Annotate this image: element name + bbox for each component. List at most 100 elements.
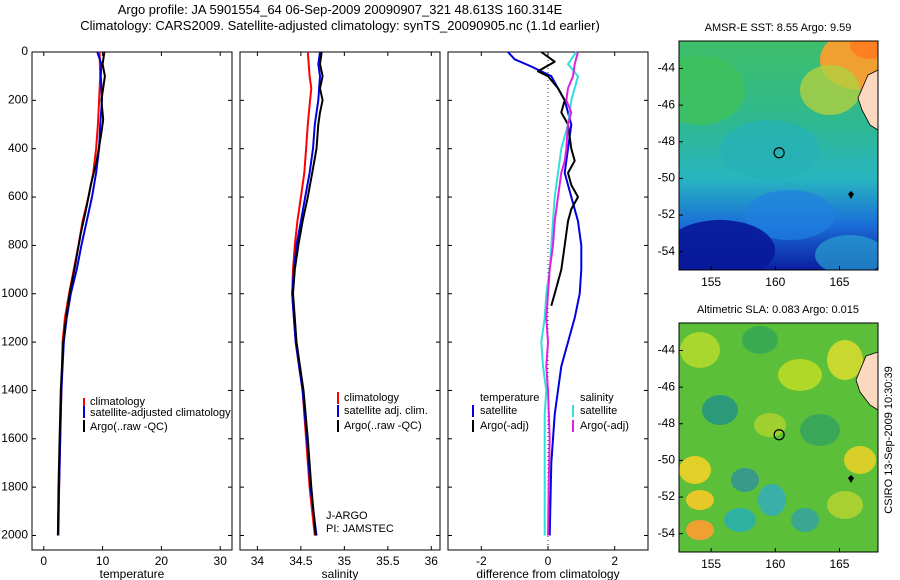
map-x-tick-label: 160 <box>765 557 785 571</box>
sla-blob <box>680 332 720 368</box>
x-tick-label: 34 <box>251 554 265 568</box>
sst-warm-corner-core <box>850 41 878 59</box>
y-tick-label: 1600 <box>1 431 28 445</box>
x-tick-label: 0 <box>545 554 552 568</box>
map-x-tick-label: 160 <box>765 275 785 289</box>
map-y-tick-label: -48 <box>658 416 676 430</box>
map-y-tick-label: -50 <box>658 171 676 185</box>
legend-label-climatology: climatology <box>344 392 400 404</box>
map-y-tick-label: -46 <box>658 379 676 393</box>
map-y-tick-label: -46 <box>658 97 676 111</box>
temperature-legend: climatology satellite-adjusted climatolo… <box>83 396 231 433</box>
x-tick-label: 35.5 <box>376 554 400 568</box>
annotation-program: J-ARGO <box>326 510 368 522</box>
series-line-argo <box>292 51 324 536</box>
sla-blob <box>827 491 863 519</box>
sst-map-panel: AMSR-E SST: 8.55 Argo: 9.59 155 160 165 -44… <box>658 22 879 289</box>
sla-island <box>848 475 854 483</box>
sla-blob <box>844 446 876 474</box>
x-tick-label: 36 <box>425 554 439 568</box>
temperature-plot-frame <box>31 51 233 551</box>
sla-blob <box>731 468 759 492</box>
sst-argo-marker <box>773 147 785 159</box>
map-x-tick-label: 155 <box>701 557 721 571</box>
sla-blob <box>686 520 714 540</box>
sst-yellow-patch <box>800 65 860 115</box>
map-y-tick-label: -52 <box>658 207 676 221</box>
figure-title-line2: Climatology: CARS2009. Satellite-adjuste… <box>80 18 600 33</box>
sla-map-panel: Altimetric SLA: 0.083 Argo: 0.015 155 160… <box>658 304 879 571</box>
sst-warm-patch <box>679 55 745 125</box>
x-tick-label: -2 <box>476 554 487 568</box>
series-line-argo <box>537 51 579 307</box>
x-tick-label: 2 <box>611 554 618 568</box>
legend-label-argo: Argo(..raw -QC) <box>90 421 168 433</box>
sst-cool-corner <box>815 235 878 270</box>
sla-blob <box>800 414 840 446</box>
sst-map-field <box>679 41 878 270</box>
sla-blob <box>724 508 756 532</box>
sla-blob <box>686 490 714 510</box>
sla-blob <box>758 484 786 516</box>
figure-title-line1: Argo profile: JA 5901554_64 06-Sep-2009 … <box>117 2 563 17</box>
x-tick-label: 34.5 <box>289 554 313 568</box>
salinity-plot-frame <box>239 51 441 551</box>
map-y-tick-label: -54 <box>658 244 676 258</box>
y-tick-label: 1400 <box>1 383 28 397</box>
legend-label-climatology: climatology <box>90 396 146 408</box>
x-tick-label: 35 <box>338 554 352 568</box>
legend-label-argo: Argo(..raw -QC) <box>344 420 422 432</box>
sla-blob <box>679 456 711 484</box>
y-tick-label: 1200 <box>1 334 28 348</box>
y-tick-label: 400 <box>8 141 28 155</box>
map-y-tick-label: -50 <box>658 453 676 467</box>
sla-blob <box>827 340 863 380</box>
map-x-tick-label: 165 <box>829 275 849 289</box>
x-tick-label: 0 <box>40 554 47 568</box>
legend-label-sal-argo: Argo(-adj) <box>580 420 629 432</box>
sla-blob <box>791 508 819 532</box>
legend-label-temp-satellite: satellite <box>480 405 517 417</box>
annotation-pi: PI: JAMSTEC <box>326 523 394 535</box>
map-x-tick-label: 155 <box>701 275 721 289</box>
legend-label-satellite: satellite-adjusted climatology <box>90 407 231 419</box>
series-line-satellite <box>507 51 583 536</box>
legend-heading-temperature: temperature <box>480 392 539 404</box>
salinity-legend: climatology satellite adj. clim. Argo(..… <box>326 392 428 535</box>
sst-map-title: AMSR-E SST: 8.55 Argo: 9.59 <box>705 22 852 34</box>
y-tick-label: 800 <box>8 238 28 252</box>
sla-blob <box>742 326 778 354</box>
map-y-tick-label: -48 <box>658 134 676 148</box>
map-y-tick-label: -54 <box>658 526 676 540</box>
difference-legend: temperature satellite Argo(-adj) salinit… <box>472 392 629 432</box>
map-y-tick-label: -44 <box>658 61 676 75</box>
sla-map-frame <box>678 322 879 553</box>
map-y-tick-label: -52 <box>658 489 676 503</box>
sla-map-field <box>679 323 878 552</box>
x-tick-label: 30 <box>214 554 228 568</box>
y-tick-label: 1000 <box>1 286 28 300</box>
sst-map-frame <box>678 40 879 271</box>
legend-heading-salinity: salinity <box>580 392 614 404</box>
y-tick-label: 200 <box>8 93 28 107</box>
sst-cold-patch <box>745 190 835 240</box>
sst-map-ticks: 155 160 165 -44 -46 -48 -50 -52 -54 <box>658 61 850 289</box>
y-tick-label: 0 <box>21 44 28 58</box>
salinity-x-axis-label: salinity <box>322 567 359 580</box>
sst-cool-patch <box>720 120 820 180</box>
sla-argo-marker <box>773 429 785 441</box>
sla-map-title: Altimetric SLA: 0.083 Argo: 0.015 <box>697 304 859 316</box>
x-tick-label: 20 <box>155 554 169 568</box>
salinity-panel: 34 34.5 35 35.5 36 salinity <box>239 51 441 580</box>
sla-blob <box>754 413 786 437</box>
y-tick-label: 1800 <box>1 479 28 493</box>
sst-cold-corner <box>679 220 775 270</box>
sla-map-ticks: 155 160 165 -44 -46 -48 -50 -52 -54 <box>658 343 850 571</box>
temperature-x-axis-label: temperature <box>100 567 165 580</box>
series-line-sal_argo <box>545 51 579 536</box>
legend-label-temp-argo: Argo(-adj) <box>480 420 529 432</box>
timestamp-stamp: CSIRO 13-Sep-2009 10:30:39 <box>883 366 895 513</box>
legend-label-sal-satellite: satellite <box>580 405 617 417</box>
